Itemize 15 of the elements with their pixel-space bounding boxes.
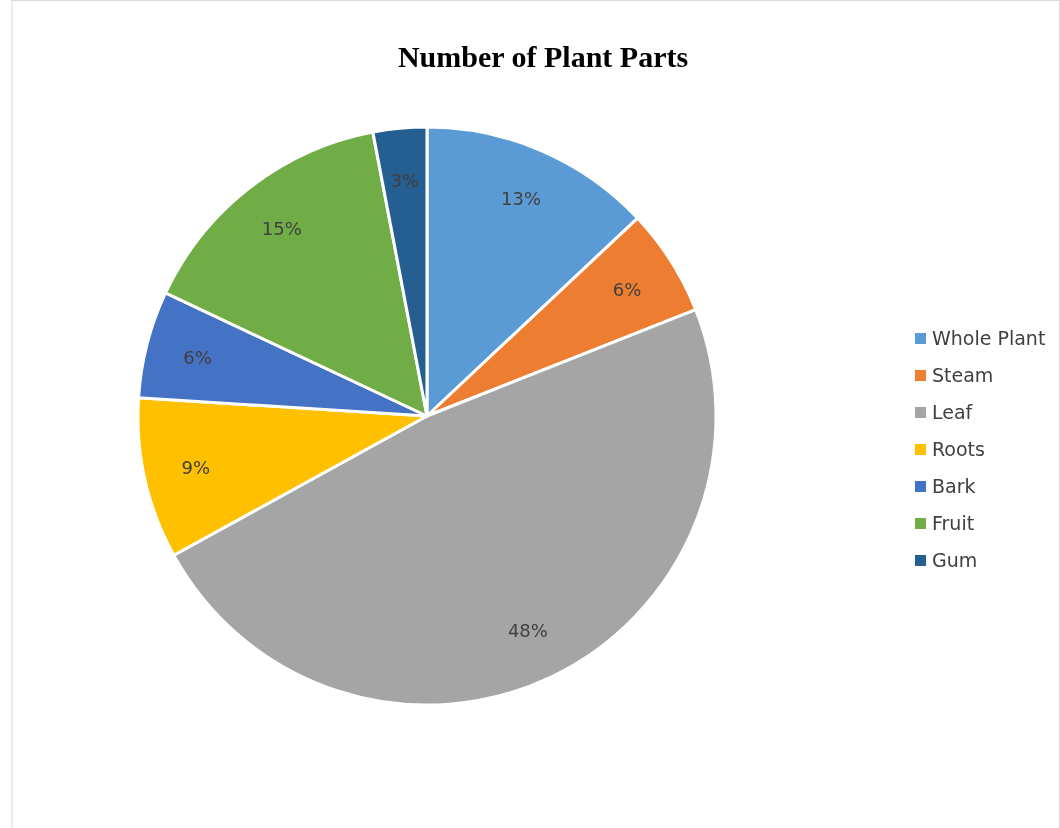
legend-label: Roots — [932, 438, 985, 460]
legend-label: Gum — [932, 549, 978, 571]
data-label: 3% — [390, 169, 419, 191]
legend-label: Steam — [932, 364, 994, 386]
data-label: 13% — [501, 188, 542, 210]
data-label: 9% — [181, 457, 211, 479]
data-label: 15% — [261, 218, 302, 240]
legend-label: Leaf — [932, 401, 974, 423]
chart-title: Number of Plant Parts — [397, 40, 689, 73]
legend-label: Whole Plant — [932, 327, 1046, 349]
data-label: 48% — [507, 619, 548, 641]
data-label: 6% — [612, 278, 642, 300]
legend-label: Bark — [932, 475, 976, 497]
legend-label: Fruit — [932, 512, 975, 534]
data-label: 6% — [183, 346, 212, 368]
